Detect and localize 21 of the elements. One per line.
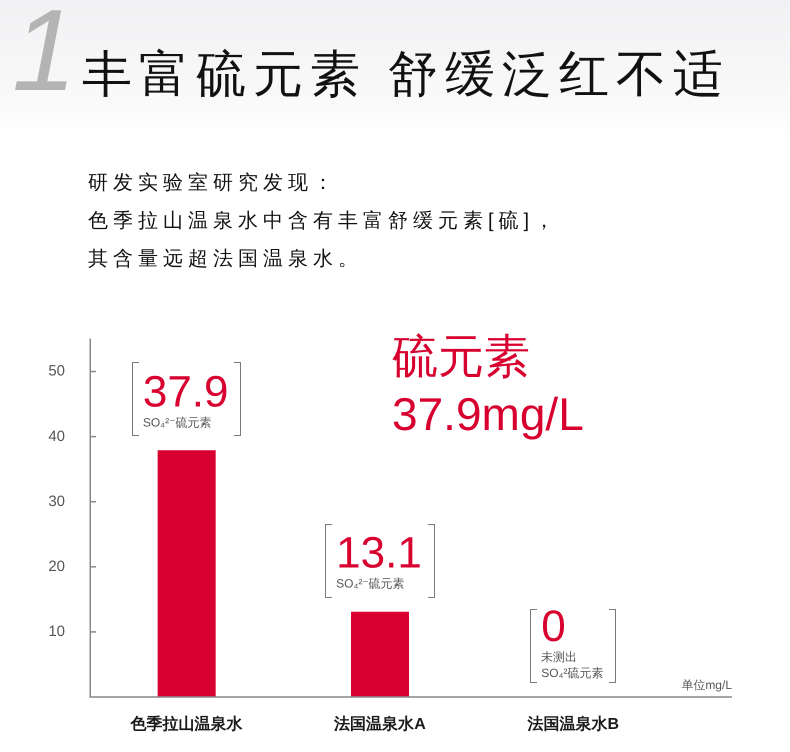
y-tick-label: 20 [48, 558, 65, 575]
text: 色季拉山温泉水中含有丰富舒缓元素[硫]，其含量远超法国温泉水。 [88, 209, 560, 272]
annotation: SO₄²硫元素 [541, 666, 604, 680]
y-tick-label: 40 [48, 428, 65, 445]
y-tick-label: 50 [48, 362, 65, 380]
data-label: 0 [541, 602, 566, 651]
annotation: 硫元素 37.9mg/L [392, 329, 584, 442]
x-tick-label: 法国温泉水B [526, 715, 620, 734]
chart-subtitle: 研发实验室研究发现： [88, 171, 338, 196]
y-axis-title: 单位mg/L [681, 678, 732, 692]
x-tick-label: 色季拉山温泉水 [130, 715, 244, 734]
annotation: SO₄²⁻硫元素 [336, 576, 405, 591]
y-tick-label: 30 [48, 492, 65, 510]
data-label: 37.9 [142, 367, 228, 416]
y-tick-label: 10 [48, 623, 65, 640]
x-tick-label: 法国温泉水A [333, 715, 426, 734]
annotation: SO₄²⁻硫元素 [142, 415, 212, 430]
chart-title: 丰富硫元素 舒缓泛红不适 [82, 46, 730, 102]
data-label: 13.1 [336, 528, 422, 578]
text: 1 [12, 0, 77, 115]
annotation: 未测出 [541, 650, 578, 664]
